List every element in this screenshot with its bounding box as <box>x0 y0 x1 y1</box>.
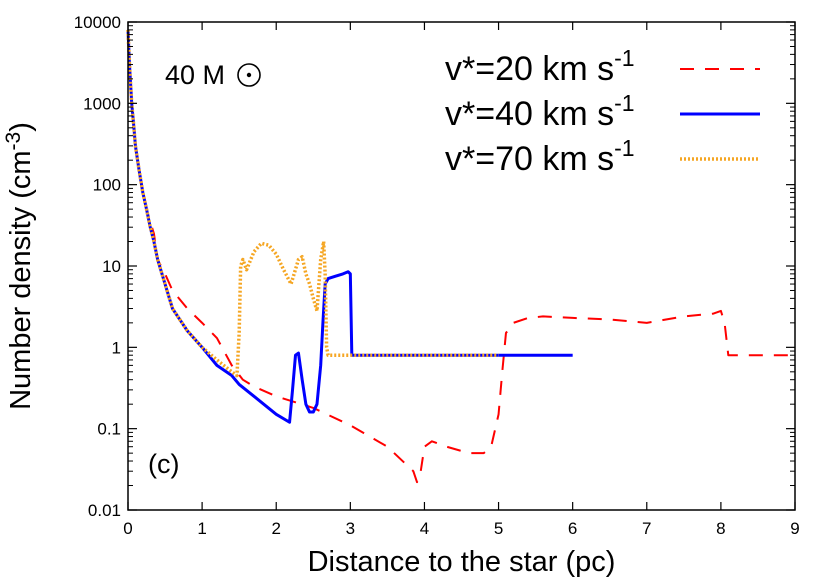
x-tick-label: 4 <box>420 519 429 538</box>
x-tick-label: 5 <box>494 519 503 538</box>
y-tick-label: 0.1 <box>97 420 121 439</box>
y-axis-title-close: ) <box>5 122 37 132</box>
panel-label: (c) <box>148 449 179 479</box>
tick-labels-group: 0 1 2 3 4 5 6 7 8 9 0.01 0.1 1 10 100 1000 10000 <box>74 13 800 538</box>
y-axis-title-main: Number density (cm <box>5 150 37 409</box>
ticks-group <box>127 21 796 511</box>
x-tick-label: 6 <box>568 519 577 538</box>
series-line-3 <box>126 29 499 378</box>
data-series-group <box>126 29 795 484</box>
y-axis-title-sup: -3 <box>2 132 25 151</box>
y-tick-label: 10 <box>102 257 121 276</box>
mass-annotation: 40 M <box>165 60 261 90</box>
y-tick-label: 100 <box>93 176 121 195</box>
y-axis-title: Number density (cm-3) <box>2 122 37 410</box>
y-tick-label: 0.01 <box>88 501 121 520</box>
legend-label-1: v*=20 km s-1 <box>445 45 635 88</box>
x-tick-label: 1 <box>197 519 206 538</box>
x-tick-label: 2 <box>271 519 280 538</box>
y-tick-label: 1000 <box>83 94 121 113</box>
x-axis-title: Distance to the star (pc) <box>308 546 616 578</box>
mass-label: 40 M <box>165 60 225 90</box>
x-tick-label: 9 <box>790 519 799 538</box>
legend: v*=20 km s-1v*=40 km s-1v*=70 km s-1 <box>445 45 760 178</box>
y-tick-label: 1 <box>112 338 121 357</box>
x-tick-label: 0 <box>123 519 132 538</box>
x-tick-label: 8 <box>716 519 725 538</box>
sun-symbol-icon <box>237 63 261 87</box>
legend-label-2: v*=40 km s-1 <box>445 90 635 133</box>
y-tick-label: 10000 <box>74 13 121 32</box>
x-tick-label: 7 <box>642 519 651 538</box>
x-tick-label: 3 <box>346 519 355 538</box>
series-line-1 <box>127 29 795 484</box>
legend-label-3: v*=70 km s-1 <box>445 135 635 178</box>
